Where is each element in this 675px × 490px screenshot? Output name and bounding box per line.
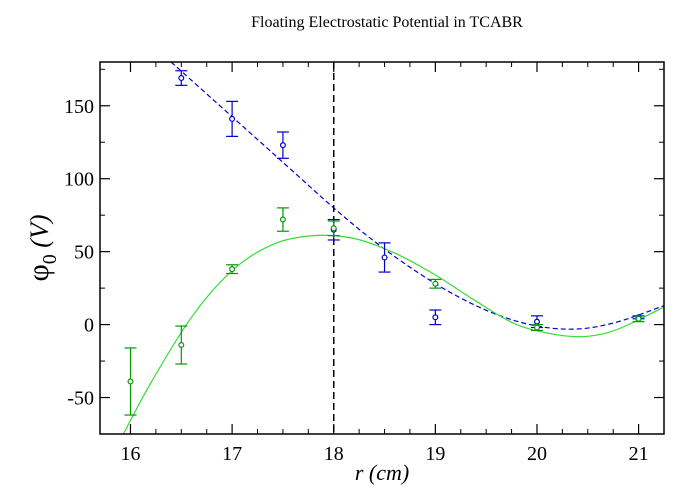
x-tick-label: 16 bbox=[120, 443, 140, 465]
y-tick-label: 0 bbox=[84, 315, 94, 337]
y-tick-label: 100 bbox=[64, 169, 94, 191]
data-point-2-4 bbox=[276, 207, 289, 232]
data-point-2-2 bbox=[175, 325, 188, 365]
x-tick-label: 19 bbox=[425, 443, 445, 465]
data-point-2-5 bbox=[327, 220, 340, 237]
x-tick-label: 17 bbox=[222, 443, 242, 465]
data-point-1-5 bbox=[378, 242, 391, 273]
chart-title: Floating Electrostatic Potential in TCAB… bbox=[251, 14, 523, 31]
data-point-2-6 bbox=[429, 278, 442, 289]
fit-curve-1 bbox=[170, 62, 664, 330]
data-marker bbox=[635, 315, 642, 322]
data-marker bbox=[178, 75, 185, 82]
data-point-1-6 bbox=[429, 309, 442, 326]
data-marker bbox=[279, 142, 286, 149]
y-axis-label-symbol: φ bbox=[22, 264, 55, 281]
data-marker bbox=[127, 378, 134, 385]
data-marker bbox=[533, 318, 540, 325]
y-axis-label: φ0 (V) bbox=[22, 214, 61, 281]
x-axis-label: r (cm) bbox=[355, 460, 409, 485]
y-axis-label-unit: (V) bbox=[25, 214, 54, 254]
y-tick-label: 150 bbox=[64, 96, 94, 118]
svg-text:φ0 (V): φ0 (V) bbox=[22, 214, 61, 281]
data-marker bbox=[432, 314, 439, 321]
x-tick-label: 21 bbox=[629, 443, 649, 465]
data-marker bbox=[533, 324, 540, 331]
data-point-2-7 bbox=[530, 323, 543, 332]
data-point-2-8 bbox=[632, 315, 645, 323]
data-point-1-3 bbox=[276, 131, 289, 159]
data-marker bbox=[279, 216, 286, 223]
x-axis-ticks: 16 17 18 19 20 21 bbox=[120, 62, 649, 465]
data-points bbox=[124, 70, 645, 416]
y-axis-ticks: -50 0 50 100 150 bbox=[64, 68, 664, 435]
fit-curve-2 bbox=[122, 234, 664, 434]
y-axis-label-subscript: 0 bbox=[39, 254, 61, 264]
fit-curves bbox=[122, 62, 664, 434]
data-marker bbox=[330, 225, 337, 232]
y-tick-label: -50 bbox=[67, 388, 94, 410]
data-marker bbox=[229, 115, 236, 122]
data-marker bbox=[229, 266, 236, 273]
plot-frame bbox=[99, 61, 665, 435]
x-tick-label: 20 bbox=[527, 443, 547, 465]
data-marker bbox=[432, 280, 439, 287]
data-point-2-3 bbox=[226, 264, 239, 275]
x-tick-label: 18 bbox=[324, 443, 344, 465]
y-tick-label: 50 bbox=[74, 242, 94, 264]
data-point-1-2 bbox=[226, 100, 239, 137]
data-marker bbox=[381, 254, 388, 261]
data-marker bbox=[178, 342, 185, 349]
data-point-2-1 bbox=[124, 347, 137, 416]
data-point-1-1 bbox=[175, 70, 188, 86]
